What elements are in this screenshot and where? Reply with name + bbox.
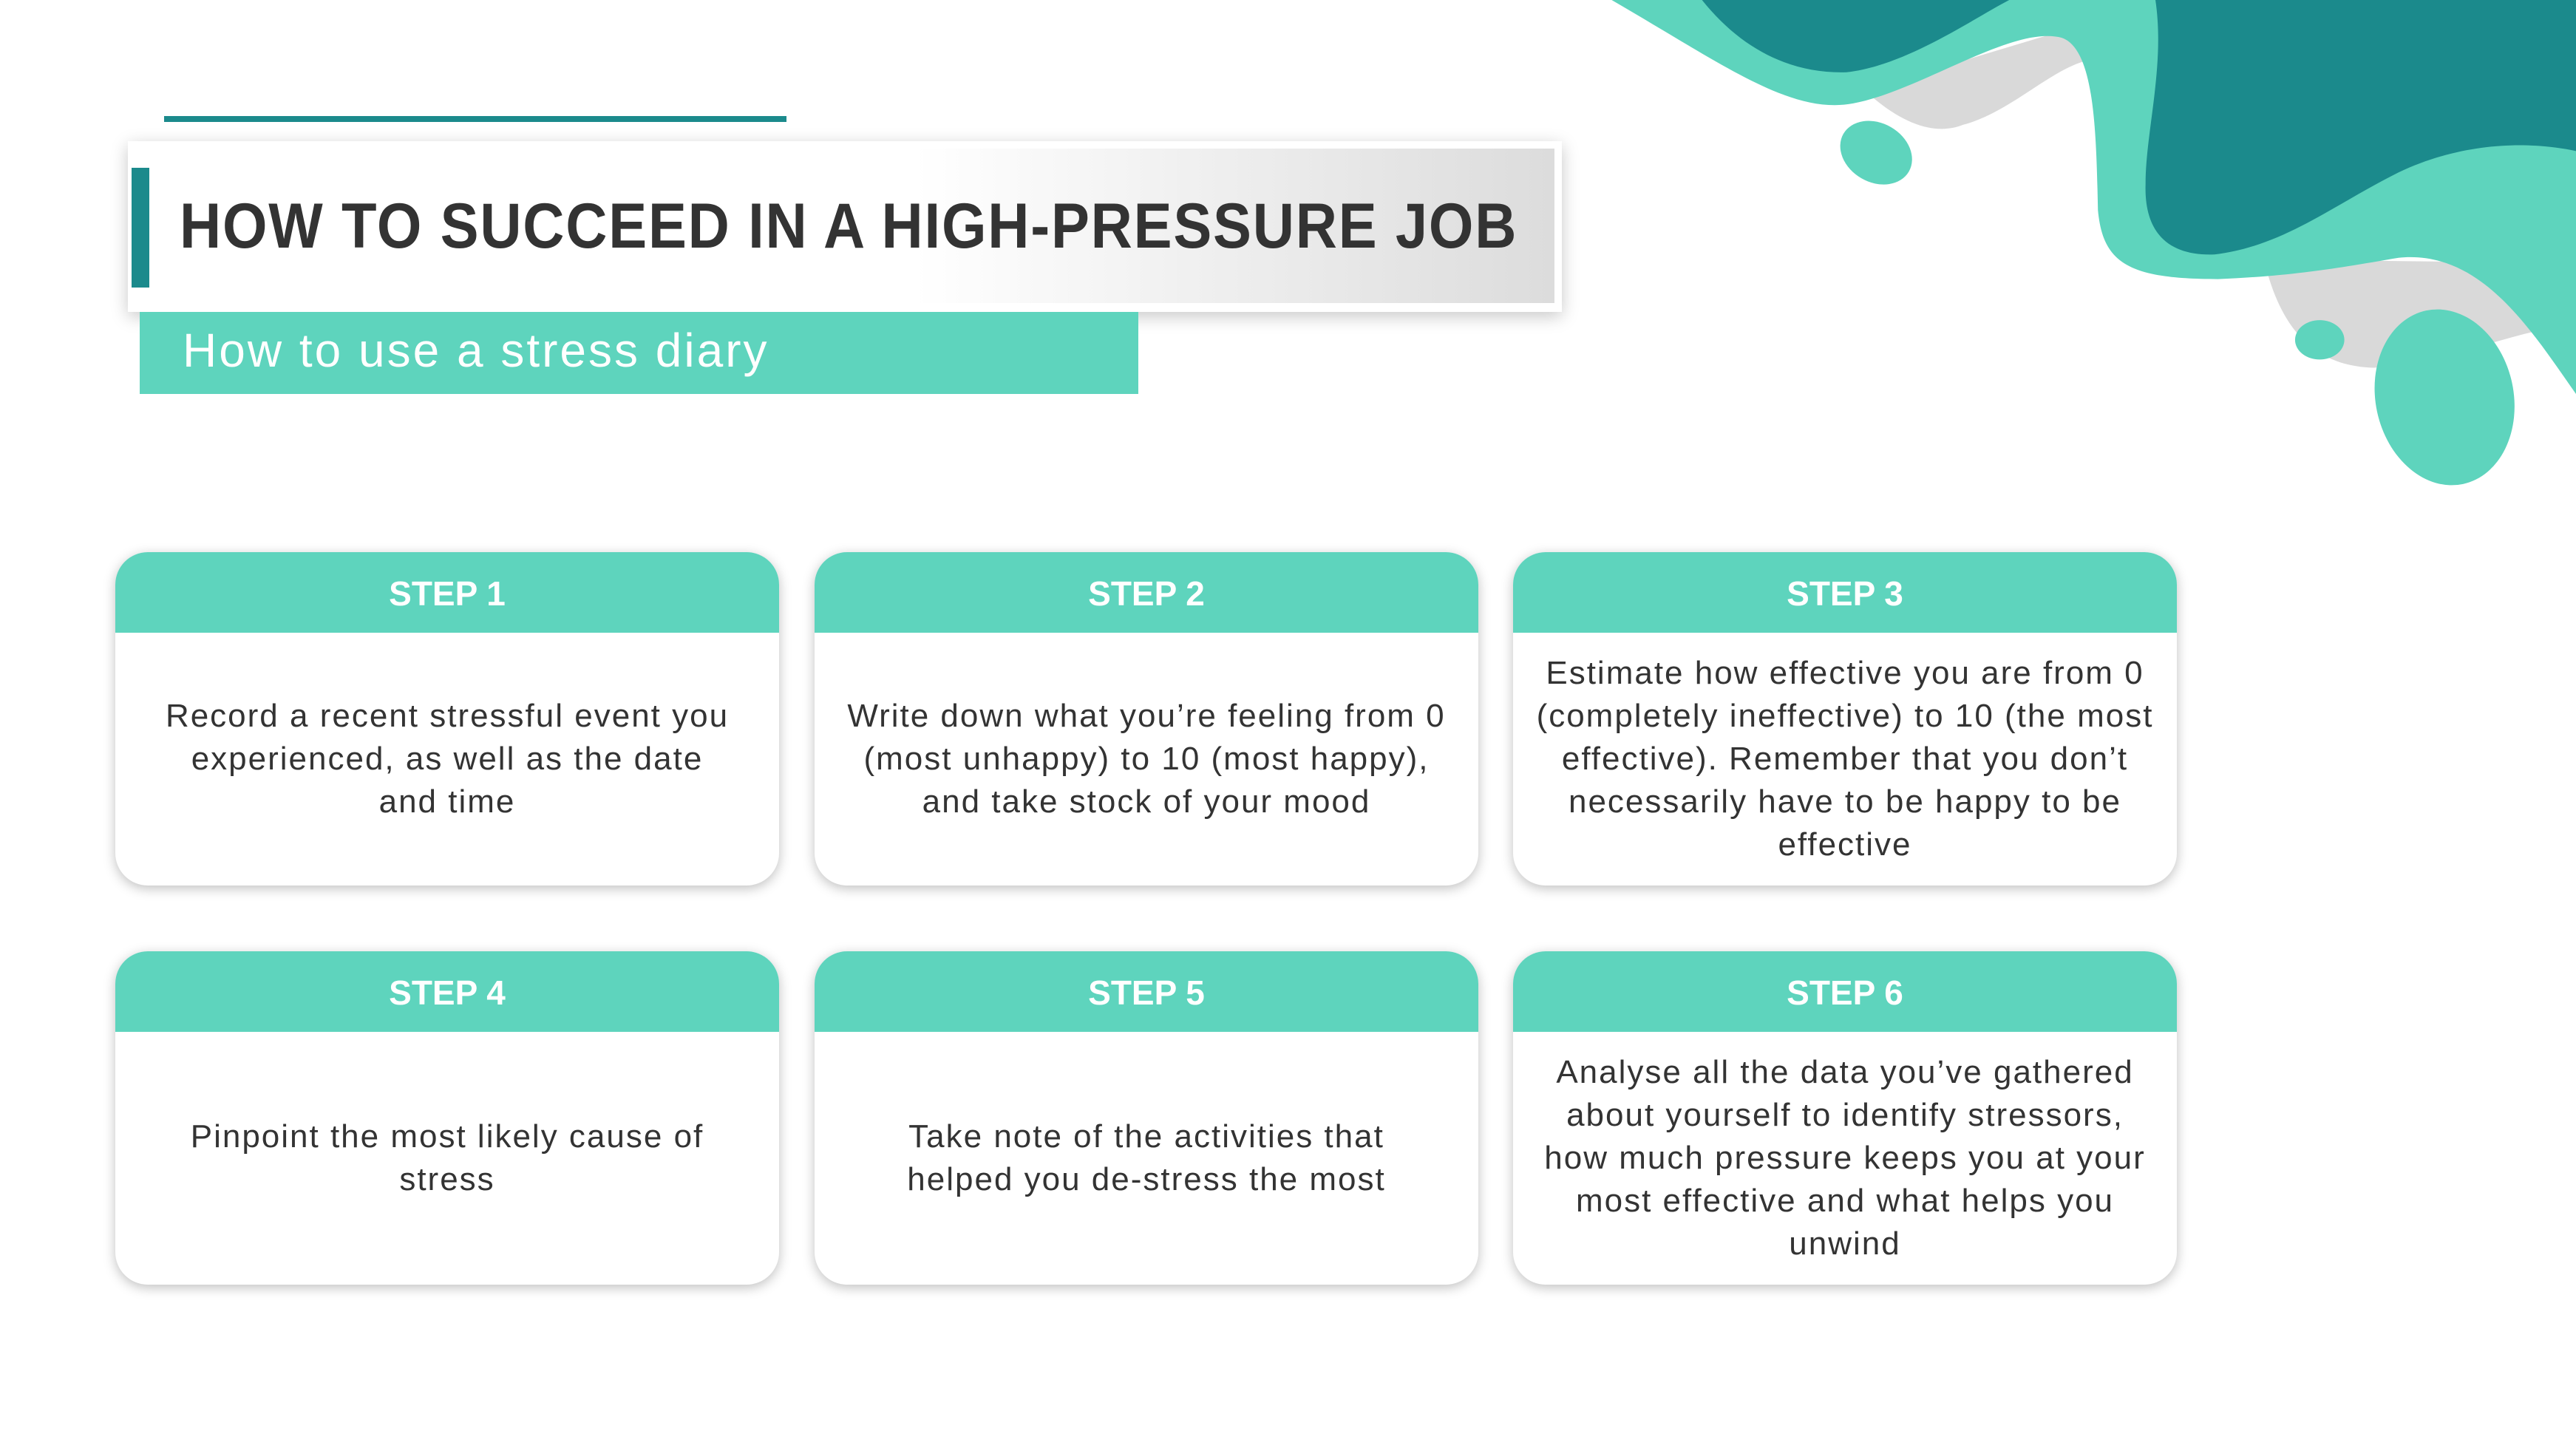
step-description: Record a recent stressful event you expe…	[165, 698, 730, 820]
step-card-6: STEP 6 Analyse all the data you’ve gathe…	[1513, 951, 2177, 1285]
subtitle-banner: How to use a stress diary	[140, 312, 1138, 394]
page-subtitle: How to use a stress diary	[183, 324, 769, 377]
title-top-rule	[164, 116, 786, 122]
step-card-2: STEP 2 Write down what you’re feeling fr…	[815, 552, 1478, 886]
teal-drop-tiny	[2294, 320, 2345, 360]
dark-teal-wave-right	[2145, 0, 2576, 255]
title-accent-bar	[132, 168, 149, 288]
step-card-1: STEP 1 Record a recent stressful event y…	[115, 552, 779, 886]
step-description: Estimate how effective you are from 0 (c…	[1536, 655, 2154, 863]
step-card-4: STEP 4 Pinpoint the most likely cause of…	[115, 951, 779, 1285]
title-banner: HOW TO SUCCEED IN A HIGH-PRESSURE JOB	[128, 141, 1562, 312]
step-label: STEP 2	[815, 552, 1478, 633]
step-label: STEP 5	[815, 951, 1478, 1032]
step-card-3: STEP 3 Estimate how effective you are fr…	[1513, 552, 2177, 886]
teal-drop-large	[2374, 309, 2515, 486]
step-description: Write down what you’re feeling from 0 (m…	[847, 698, 1446, 820]
step-label: STEP 3	[1513, 552, 2177, 633]
page-title: HOW TO SUCCEED IN A HIGH-PRESSURE JOB	[180, 191, 1518, 262]
title-banner-gradient	[134, 149, 1554, 303]
step-label: STEP 6	[1513, 951, 2177, 1032]
step-description: Take note of the activities that helped …	[907, 1118, 1386, 1197]
step-description: Pinpoint the most likely cause of stress	[190, 1118, 704, 1197]
teal-drop-small	[1840, 120, 1912, 185]
step-card-5: STEP 5 Take note of the activities that …	[815, 951, 1478, 1285]
step-label: STEP 4	[115, 951, 779, 1032]
dark-teal-wave-left	[1702, 0, 2010, 72]
step-label: STEP 1	[115, 552, 779, 633]
step-description: Analyse all the data you’ve gathered abo…	[1544, 1054, 2146, 1262]
gray-blob-upper	[1864, 24, 2093, 129]
